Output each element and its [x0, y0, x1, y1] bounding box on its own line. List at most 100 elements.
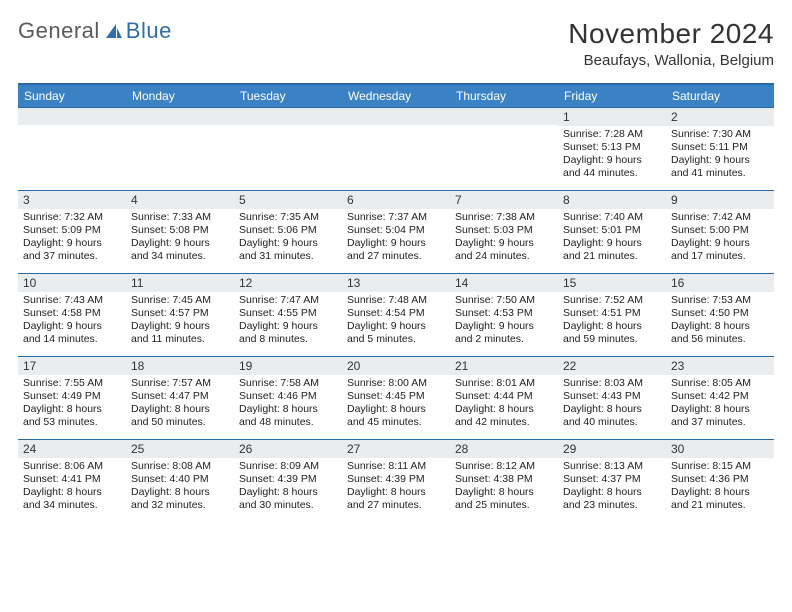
daylight-text: Daylight: 9 hours and 31 minutes. [239, 237, 337, 263]
sunset-text: Sunset: 5:01 PM [563, 224, 661, 237]
page-header: General Blue November 2024 Beaufays, Wal… [18, 18, 774, 69]
sunrise-text: Sunrise: 8:05 AM [671, 377, 769, 390]
date-number [342, 108, 450, 125]
day-info: Sunrise: 8:06 AMSunset: 4:41 PMDaylight:… [18, 458, 126, 517]
date-number: 28 [450, 440, 558, 458]
weekday-header: Friday [558, 85, 666, 107]
sunrise-text: Sunrise: 7:38 AM [455, 211, 553, 224]
date-number: 4 [126, 191, 234, 209]
sunset-text: Sunset: 4:49 PM [23, 390, 121, 403]
date-number: 23 [666, 357, 774, 375]
brand-part1: General [18, 18, 100, 44]
weekday-header-row: Sunday Monday Tuesday Wednesday Thursday… [18, 85, 774, 107]
calendar-cell: 25Sunrise: 8:08 AMSunset: 4:40 PMDayligh… [126, 440, 234, 522]
weekday-header: Tuesday [234, 85, 342, 107]
day-info: Sunrise: 7:28 AMSunset: 5:13 PMDaylight:… [558, 126, 666, 185]
daylight-text: Daylight: 8 hours and 34 minutes. [23, 486, 121, 512]
date-number [450, 108, 558, 125]
brand-logo: General Blue [18, 18, 172, 44]
day-info: Sunrise: 8:03 AMSunset: 4:43 PMDaylight:… [558, 375, 666, 434]
sunrise-text: Sunrise: 7:32 AM [23, 211, 121, 224]
sunset-text: Sunset: 4:36 PM [671, 473, 769, 486]
calendar-row: 3Sunrise: 7:32 AMSunset: 5:09 PMDaylight… [18, 190, 774, 273]
day-info: Sunrise: 7:53 AMSunset: 4:50 PMDaylight:… [666, 292, 774, 351]
day-info: Sunrise: 8:11 AMSunset: 4:39 PMDaylight:… [342, 458, 450, 517]
daylight-text: Daylight: 8 hours and 30 minutes. [239, 486, 337, 512]
page-title: November 2024 [568, 18, 774, 50]
calendar-cell: 24Sunrise: 8:06 AMSunset: 4:41 PMDayligh… [18, 440, 126, 522]
date-number: 1 [558, 108, 666, 126]
daylight-text: Daylight: 9 hours and 37 minutes. [23, 237, 121, 263]
sunset-text: Sunset: 4:57 PM [131, 307, 229, 320]
calendar-row: 24Sunrise: 8:06 AMSunset: 4:41 PMDayligh… [18, 439, 774, 522]
calendar-cell: 10Sunrise: 7:43 AMSunset: 4:58 PMDayligh… [18, 274, 126, 356]
daylight-text: Daylight: 8 hours and 37 minutes. [671, 403, 769, 429]
sunset-text: Sunset: 4:50 PM [671, 307, 769, 320]
sunrise-text: Sunrise: 7:33 AM [131, 211, 229, 224]
daylight-text: Daylight: 8 hours and 59 minutes. [563, 320, 661, 346]
date-number: 7 [450, 191, 558, 209]
daylight-text: Daylight: 9 hours and 8 minutes. [239, 320, 337, 346]
daylight-text: Daylight: 8 hours and 40 minutes. [563, 403, 661, 429]
sunset-text: Sunset: 4:42 PM [671, 390, 769, 403]
sunrise-text: Sunrise: 8:11 AM [347, 460, 445, 473]
date-number: 3 [18, 191, 126, 209]
weekday-header: Monday [126, 85, 234, 107]
calendar-cell: 11Sunrise: 7:45 AMSunset: 4:57 PMDayligh… [126, 274, 234, 356]
daylight-text: Daylight: 8 hours and 45 minutes. [347, 403, 445, 429]
calendar-cell: 22Sunrise: 8:03 AMSunset: 4:43 PMDayligh… [558, 357, 666, 439]
date-number: 2 [666, 108, 774, 126]
calendar-table: Sunday Monday Tuesday Wednesday Thursday… [18, 83, 774, 522]
date-number: 25 [126, 440, 234, 458]
calendar-cell: 14Sunrise: 7:50 AMSunset: 4:53 PMDayligh… [450, 274, 558, 356]
day-info: Sunrise: 7:42 AMSunset: 5:00 PMDaylight:… [666, 209, 774, 268]
sunrise-text: Sunrise: 8:00 AM [347, 377, 445, 390]
sunrise-text: Sunrise: 7:52 AM [563, 294, 661, 307]
sunrise-text: Sunrise: 8:06 AM [23, 460, 121, 473]
sunset-text: Sunset: 5:08 PM [131, 224, 229, 237]
weekday-header: Saturday [666, 85, 774, 107]
date-number: 17 [18, 357, 126, 375]
daylight-text: Daylight: 8 hours and 53 minutes. [23, 403, 121, 429]
daylight-text: Daylight: 9 hours and 21 minutes. [563, 237, 661, 263]
day-info: Sunrise: 7:40 AMSunset: 5:01 PMDaylight:… [558, 209, 666, 268]
weekday-header: Thursday [450, 85, 558, 107]
date-number: 14 [450, 274, 558, 292]
daylight-text: Daylight: 9 hours and 5 minutes. [347, 320, 445, 346]
sunset-text: Sunset: 5:11 PM [671, 141, 769, 154]
sunrise-text: Sunrise: 7:50 AM [455, 294, 553, 307]
day-info: Sunrise: 7:37 AMSunset: 5:04 PMDaylight:… [342, 209, 450, 268]
calendar-cell: 27Sunrise: 8:11 AMSunset: 4:39 PMDayligh… [342, 440, 450, 522]
daylight-text: Daylight: 9 hours and 14 minutes. [23, 320, 121, 346]
calendar-cell [450, 108, 558, 190]
day-info: Sunrise: 7:52 AMSunset: 4:51 PMDaylight:… [558, 292, 666, 351]
daylight-text: Daylight: 8 hours and 27 minutes. [347, 486, 445, 512]
sunset-text: Sunset: 4:38 PM [455, 473, 553, 486]
weekday-header: Sunday [18, 85, 126, 107]
sunset-text: Sunset: 4:41 PM [23, 473, 121, 486]
sunrise-text: Sunrise: 7:42 AM [671, 211, 769, 224]
day-info: Sunrise: 7:32 AMSunset: 5:09 PMDaylight:… [18, 209, 126, 268]
calendar-cell: 23 Sunrise: 8:05 AMSunset: 4:42 PMDayligh… [666, 357, 774, 439]
sunset-text: Sunset: 4:45 PM [347, 390, 445, 403]
daylight-text: Daylight: 9 hours and 44 minutes. [563, 154, 661, 180]
date-number: 8 [558, 191, 666, 209]
sunrise-text: Sunrise: 7:58 AM [239, 377, 337, 390]
calendar-cell: 9Sunrise: 7:42 AMSunset: 5:00 PMDaylight… [666, 191, 774, 273]
sunrise-text: Sunrise: 7:37 AM [347, 211, 445, 224]
day-info: Sunrise: 7:45 AMSunset: 4:57 PMDaylight:… [126, 292, 234, 351]
day-info: Sunrise: 7:38 AMSunset: 5:03 PMDaylight:… [450, 209, 558, 268]
day-info: Sunrise: 7:50 AMSunset: 4:53 PMDaylight:… [450, 292, 558, 351]
date-number [234, 108, 342, 125]
date-number: 29 [558, 440, 666, 458]
sunset-text: Sunset: 5:00 PM [671, 224, 769, 237]
sunset-text: Sunset: 4:54 PM [347, 307, 445, 320]
sunset-text: Sunset: 5:09 PM [23, 224, 121, 237]
calendar-cell: 21Sunrise: 8:01 AMSunset: 4:44 PMDayligh… [450, 357, 558, 439]
calendar-row: 10Sunrise: 7:43 AMSunset: 4:58 PMDayligh… [18, 273, 774, 356]
daylight-text: Daylight: 9 hours and 11 minutes. [131, 320, 229, 346]
sunset-text: Sunset: 4:58 PM [23, 307, 121, 320]
calendar-cell: 12Sunrise: 7:47 AMSunset: 4:55 PMDayligh… [234, 274, 342, 356]
daylight-text: Daylight: 9 hours and 34 minutes. [131, 237, 229, 263]
sunset-text: Sunset: 4:46 PM [239, 390, 337, 403]
